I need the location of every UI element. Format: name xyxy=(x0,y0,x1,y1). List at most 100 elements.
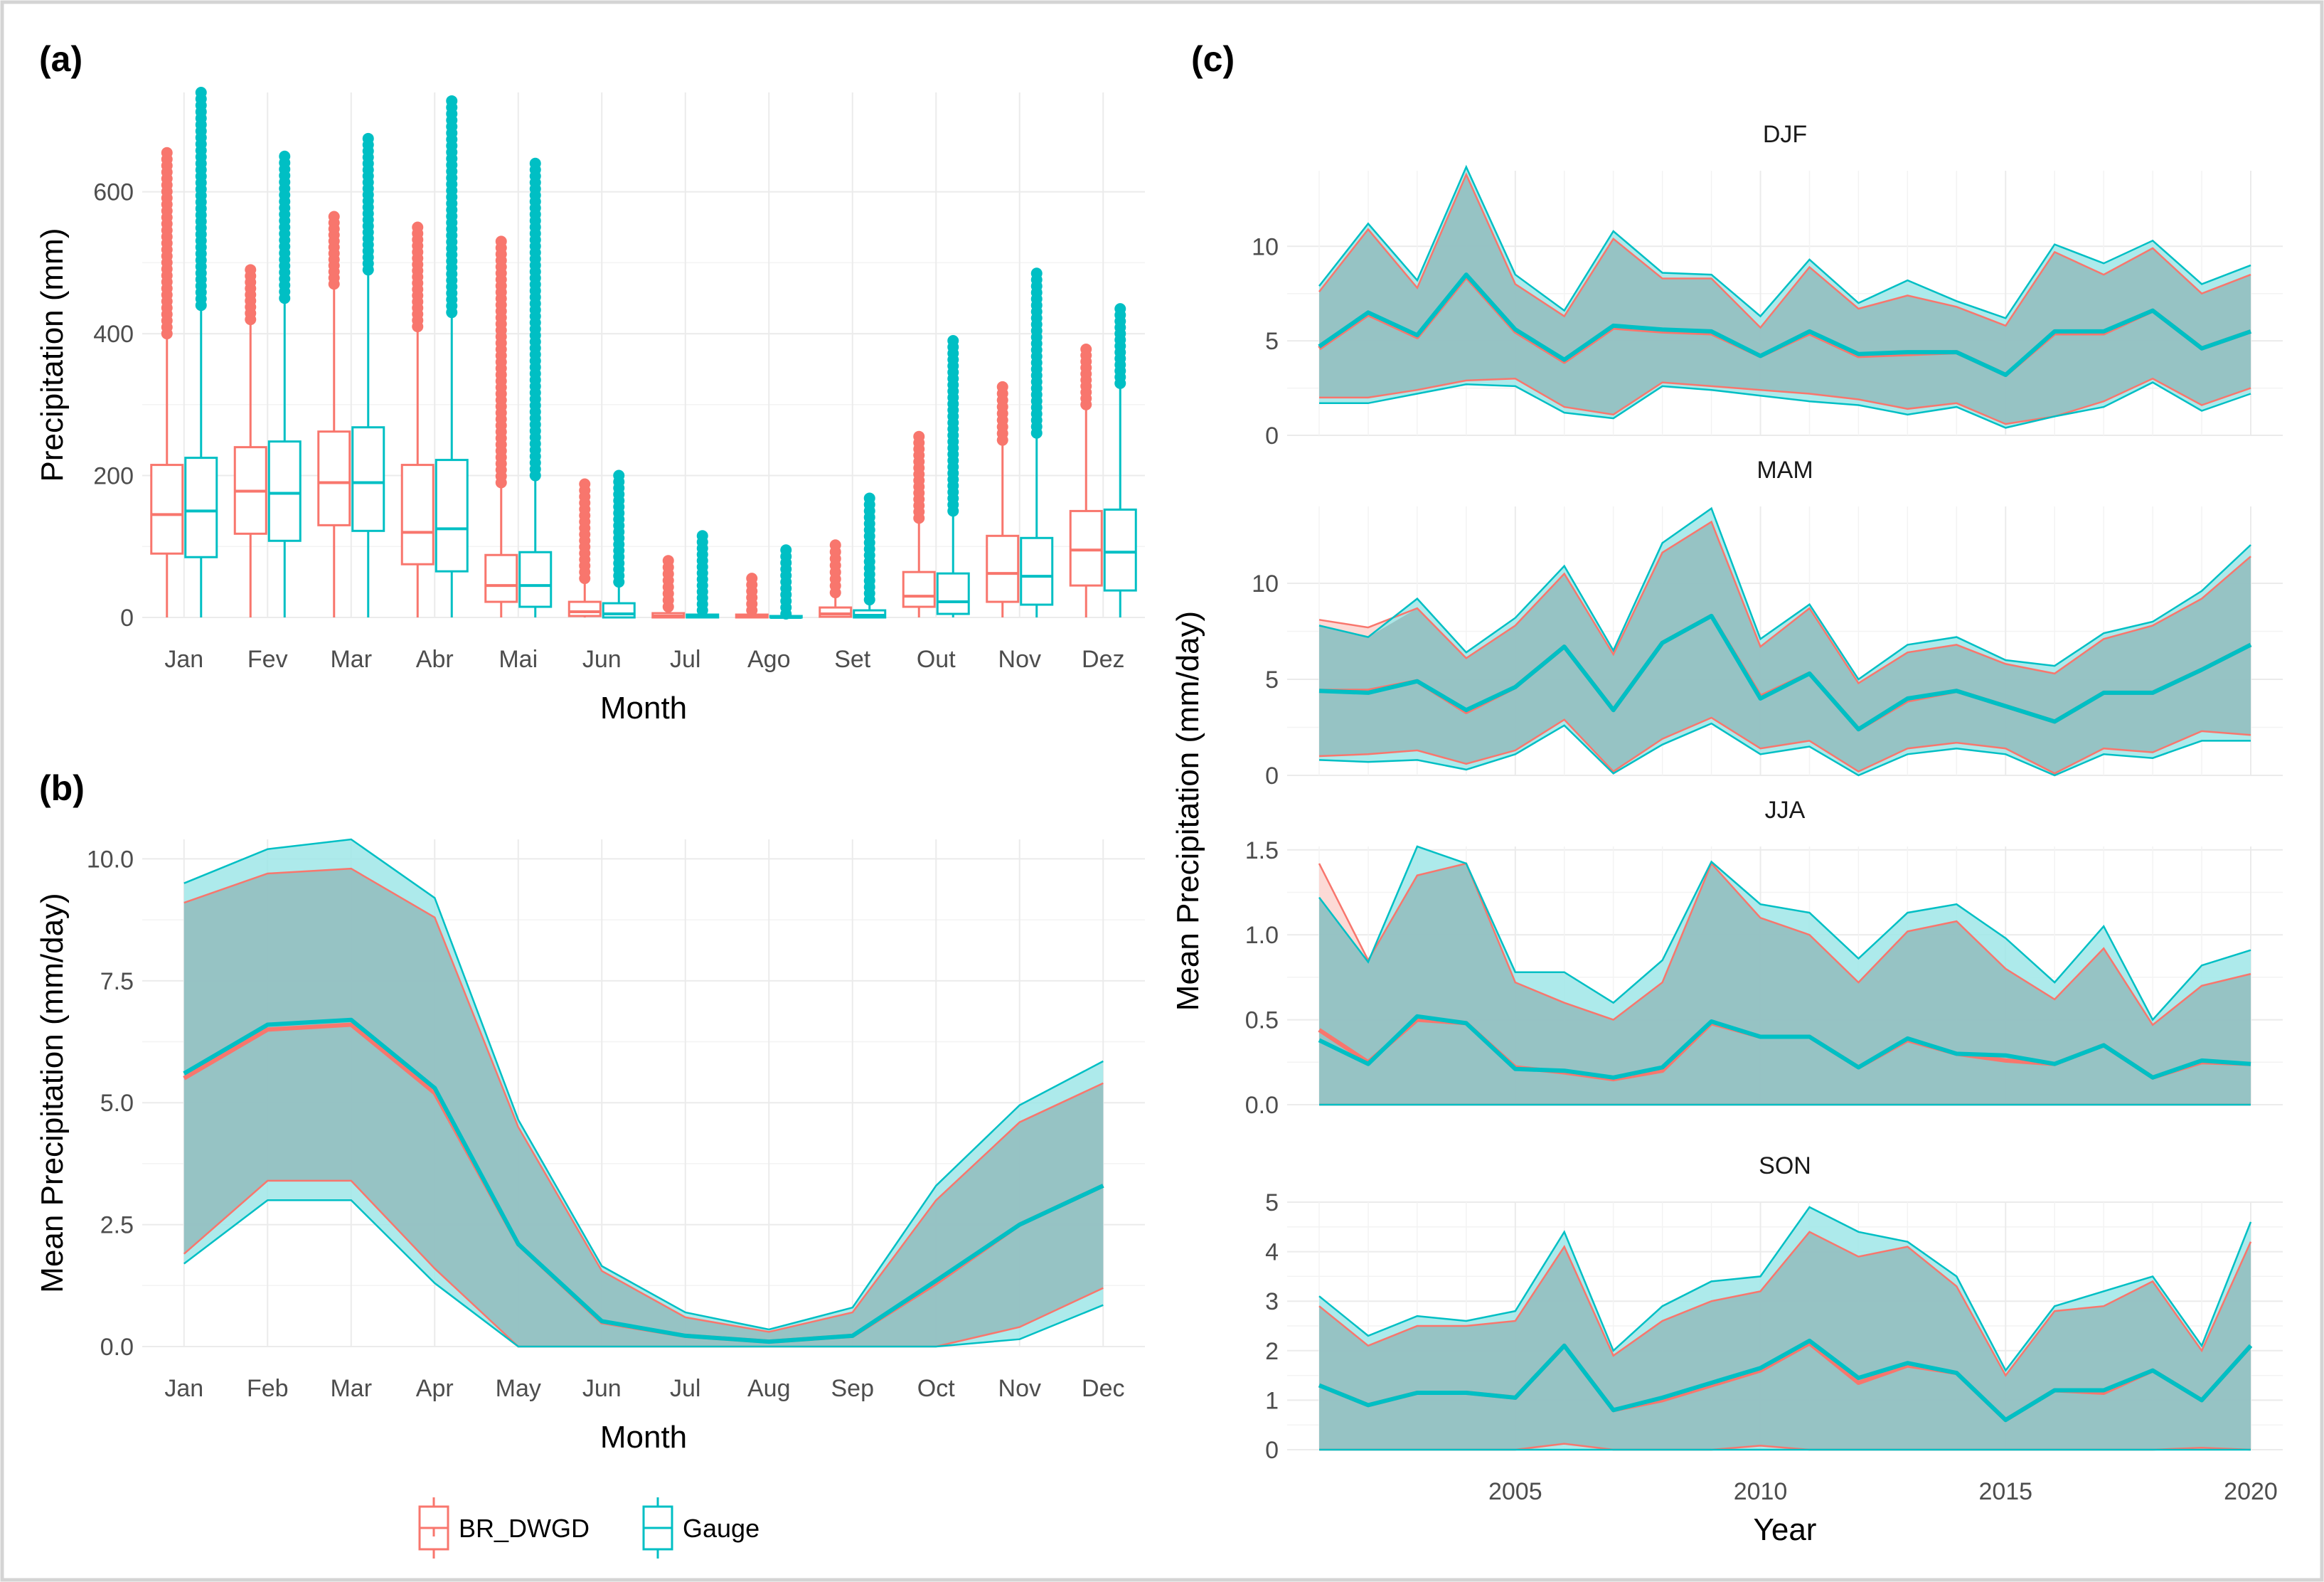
a-xtick-label: Mar xyxy=(330,646,372,673)
a-yaxis-title: Precipitation (mm) xyxy=(35,228,70,482)
legend-label-br: BR_DWGD xyxy=(459,1514,590,1543)
b-xtick-label: Mar xyxy=(330,1375,372,1402)
b-ytick-label: 2.5 xyxy=(100,1212,134,1239)
c-ytick-label: 0 xyxy=(1265,1437,1279,1464)
c-facet-strip-label: SON xyxy=(1759,1152,1811,1179)
a-outlier-gauge xyxy=(362,132,374,144)
c-xtick-label: 2010 xyxy=(1734,1478,1788,1505)
a-xtick-label: Nov xyxy=(998,646,1041,673)
c-upper-line xyxy=(1318,1231,2252,1377)
c-upper-line xyxy=(1318,164,2251,319)
a-xtick-label: Jul xyxy=(670,646,700,673)
a-xtick-label: Ago xyxy=(747,646,791,673)
c-ytick-label: 3 xyxy=(1265,1288,1279,1315)
panel-label-c: (c) xyxy=(1191,39,1235,79)
a-outlier-gauge xyxy=(529,157,541,169)
a-box-br xyxy=(567,600,602,617)
c-lower-line xyxy=(1318,722,2251,777)
c-upper-line xyxy=(1318,520,2251,685)
c-ytick-label: 0 xyxy=(1265,423,1279,450)
a-outlier-br xyxy=(579,478,591,490)
c-upper-line xyxy=(1318,172,2251,329)
a-ytick-label: 400 xyxy=(93,321,134,348)
a-xtick-label: Mai xyxy=(499,646,538,673)
a-outlier-gauge xyxy=(279,150,291,162)
a-outlier-gauge xyxy=(446,95,458,107)
a-outlier-br xyxy=(746,573,758,585)
a-outlier-gauge xyxy=(696,530,708,542)
a-outlier-br xyxy=(245,264,257,276)
c-facet-son: SON 0 1 2 3 4 5 xyxy=(1265,1152,2283,1464)
c-upper-line xyxy=(1318,845,2251,1021)
a-xtick-label: Set xyxy=(834,646,871,673)
c-ytick-label: 10 xyxy=(1252,233,1279,260)
c-yaxis-title: Mean Precipitation (mm/day) xyxy=(1171,611,1205,1011)
panel-label-b: (b) xyxy=(39,768,85,808)
a-xtick-label: Jan xyxy=(164,646,203,673)
c-ytick-label: 1 xyxy=(1265,1387,1279,1414)
a-outlier-br xyxy=(662,555,674,567)
a-xtick-label: Out xyxy=(917,646,956,673)
monthly-area-chart: 0.0 2.5 5.0 7.5 10.0 Jan Feb Mar Apr May Jun Jul Aug… xyxy=(35,838,1145,1455)
a-outlier-gauge xyxy=(947,335,959,347)
c-facet-strip-label: MAM xyxy=(1757,457,1813,484)
a-xaxis-title: Month xyxy=(600,691,687,726)
a-outlier-br xyxy=(412,221,424,233)
c-xtick-label: 2015 xyxy=(1978,1478,2032,1505)
a-outlier-br xyxy=(328,211,340,223)
a-outlier-gauge xyxy=(780,544,792,556)
b-xtick-label: Jul xyxy=(670,1375,700,1402)
c-mean-line-gauge xyxy=(1318,1338,2253,1423)
a-box-gauge xyxy=(1020,536,1054,606)
a-xtick-label: Fev xyxy=(247,646,288,673)
c-lower-line xyxy=(1319,381,2251,429)
b-ytick-label: 5.0 xyxy=(100,1090,134,1117)
b-mean-line-gauge xyxy=(183,1017,1104,1344)
c-upper-line xyxy=(1318,506,2251,681)
c-xaxis-title: Year xyxy=(1754,1512,1817,1547)
b-xtick-label: Aug xyxy=(747,1375,791,1402)
b-xtick-label: Sep xyxy=(831,1375,875,1402)
c-ytick-label: 5 xyxy=(1265,328,1279,355)
c-ytick-label: 1.5 xyxy=(1245,837,1279,864)
c-mean-line-gauge xyxy=(1318,1014,2251,1080)
b-ytick-label: 0.0 xyxy=(100,1334,134,1361)
b-upper-line xyxy=(183,867,1104,1333)
a-box-gauge xyxy=(184,457,218,558)
c-ytick-label: 5 xyxy=(1265,1189,1279,1216)
a-outlier-br xyxy=(996,381,1008,393)
legend-label-gauge: Gauge xyxy=(683,1514,759,1543)
b-ytick-label: 7.5 xyxy=(100,968,134,995)
b-xtick-label: Oct xyxy=(917,1375,955,1402)
a-xtick-label: Jun xyxy=(582,646,622,673)
a-box-br xyxy=(819,606,853,618)
a-outlier-gauge xyxy=(195,87,207,98)
c-xtick-label: 2020 xyxy=(2224,1478,2278,1505)
c-facet-mam: MAM 0 5 10 xyxy=(1252,457,2283,790)
seasonal-faceted-chart: DJF 0 5 10 MAM 0 5 10 JJA 0.0 0.5 1.0 1.5 SON 0 1 2 3 4 5 20… xyxy=(1171,121,2283,1547)
b-yaxis-title: Mean Precipitation (mm/day) xyxy=(35,893,70,1292)
a-box-gauge xyxy=(435,459,469,573)
c-ytick-label: 0.5 xyxy=(1245,1007,1279,1034)
c-lower-line xyxy=(1318,716,2251,775)
c-facet-strip-label: JJA xyxy=(1765,797,1806,824)
a-box-gauge xyxy=(936,572,970,615)
a-outlier-gauge xyxy=(613,469,625,482)
a-outlier-gauge xyxy=(1114,303,1126,315)
c-lower-line xyxy=(1319,377,2251,425)
a-box-br xyxy=(484,553,518,603)
a-box-br xyxy=(400,464,435,566)
b-ytick-label: 10.0 xyxy=(87,846,134,873)
a-ytick-label: 200 xyxy=(93,463,134,490)
c-ytick-label: 0 xyxy=(1265,763,1279,790)
b-xtick-label: Nov xyxy=(998,1375,1041,1402)
c-ytick-label: 0.0 xyxy=(1245,1092,1279,1119)
c-ytick-label: 4 xyxy=(1265,1239,1279,1266)
a-outlier-br xyxy=(913,430,925,442)
a-box-br xyxy=(986,534,1020,603)
a-xtick-label: Abr xyxy=(416,646,454,673)
a-box-br xyxy=(902,570,936,608)
c-ytick-label: 1.0 xyxy=(1245,922,1279,949)
